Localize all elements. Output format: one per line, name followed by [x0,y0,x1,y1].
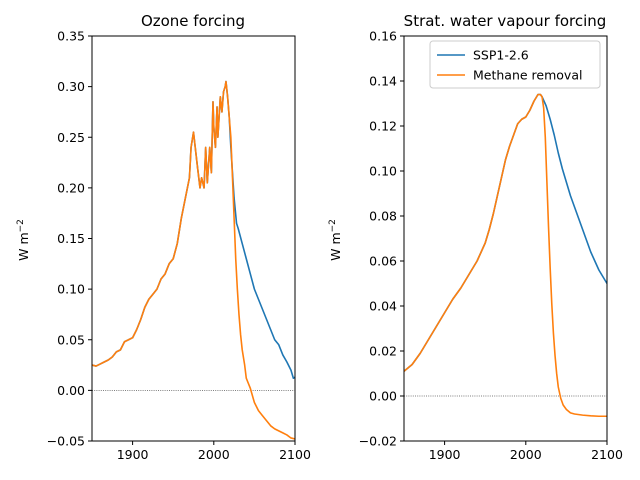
y-tick-label: 0.30 [57,79,85,94]
y-axis-label-text: W m [16,232,31,261]
y-tick-label: 0.04 [369,299,397,314]
series-line-methane-removal [92,80,295,440]
y-tick-label: 0.15 [57,231,85,246]
y-tick-label: 0.08 [369,209,397,224]
y-tick-label: −0.05 [47,434,85,449]
x-tick-label: 1900 [117,447,149,462]
y-axis-label: W m−2 [328,219,343,261]
y-tick-label: −0.02 [359,434,397,449]
axes-frame [403,35,608,442]
legend-label-ssp: SSP1-2.6 [473,48,529,63]
x-tick-label: 2100 [279,447,311,462]
series-group [92,80,295,440]
x-tick-label: 2000 [510,447,542,462]
series-line-methane-removal [404,93,607,418]
y-tick-label: 0.14 [369,74,397,89]
y-axis-label-text: W m [328,232,343,261]
y-tick-label: 0.06 [369,254,397,269]
y-tick-label: 0.05 [57,332,85,347]
y-tick-label: 0.25 [57,130,85,145]
y-tick-label: 0.02 [369,344,397,359]
y-tick-label: 0.00 [57,383,85,398]
y-axis-label-exponent: −2 [328,219,338,232]
ozone-forcing-panel: Ozone forcing W m−2 −0.05 0.00 0.05 0.10 0.1… [16,12,311,462]
y-axis-label: W m−2 [16,219,31,261]
x-tick-label: 2100 [591,447,623,462]
y-tick-label: 0.00 [369,389,397,404]
x-tick-label: 2000 [198,447,230,462]
plot-area: −0.02 0.00 0.02 0.04 0.06 0.08 0.10 0.12 0.14 0.1… [359,29,623,463]
legend: SSP1-2.6 Methane removal [429,40,601,89]
y-axis-label-exponent: −2 [16,219,26,232]
y-tick-label: 0.10 [57,282,85,297]
series-group [404,93,607,418]
x-tick-label: 1900 [429,447,461,462]
panel-title: Strat. water vapour forcing [404,12,607,30]
y-tick-label: 0.10 [369,164,397,179]
y-tick-label: 0.20 [57,180,85,195]
water-vapour-forcing-panel: Strat. water vapour forcing W m−2 −0.02 0… [328,12,623,462]
legend-box [429,40,601,89]
y-tick-label: 0.12 [369,119,397,134]
legend-label-methane: Methane removal [473,68,582,83]
plot-area: −0.05 0.00 0.05 0.10 0.15 0.20 0.25 0.30 0.35 190… [47,29,311,463]
y-tick-label: 0.35 [57,29,85,44]
panel-title: Ozone forcing [141,12,245,30]
y-tick-label: 0.16 [369,29,397,44]
